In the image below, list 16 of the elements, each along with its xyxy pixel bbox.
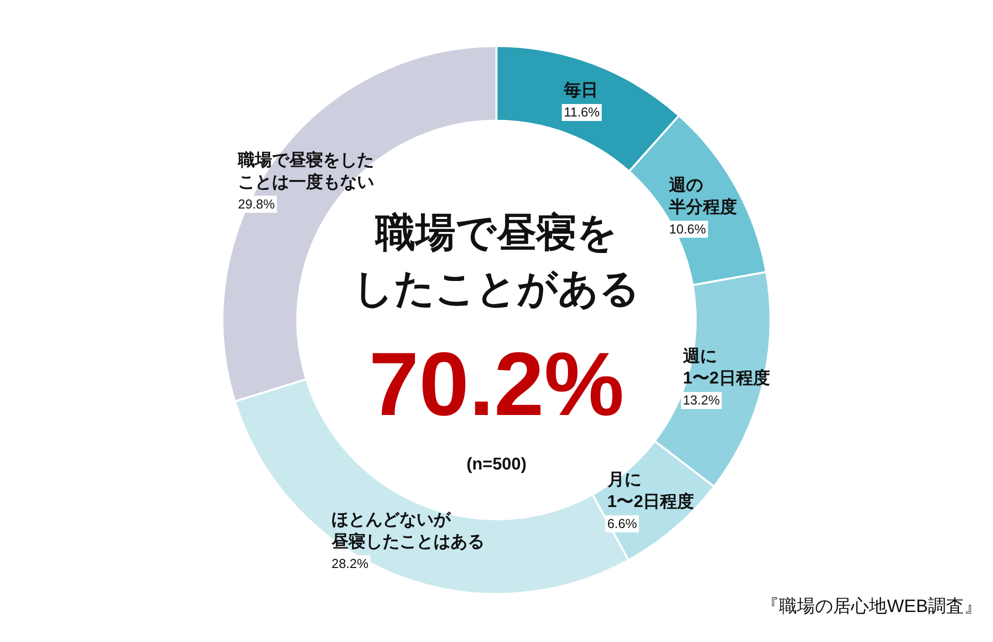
slice-label: 週に1〜2日程度 [682,346,770,388]
slice-label: 月に1〜2日程度 [606,470,694,512]
text: 職場で昼寝をしたことがある [353,211,640,312]
slice-label: 毎日 [562,80,598,100]
text: 70.2% [368,334,624,435]
text: 『職場の居心地WEB調査』 [760,596,982,616]
slice-label: ほとんどないが昼寝したことはある [330,510,485,552]
data-label: 28.2% [332,556,369,572]
data-label: 11.6% [564,104,600,120]
text: (n=500) [466,454,526,474]
slice-label: 職場で昼寝をしたことは一度もない [236,150,374,192]
data-label: 10.6% [669,221,706,236]
data-label: 29.8% [238,196,276,212]
data-label: 6.6% [607,516,638,532]
data-label: 13.2% [682,392,720,408]
slice-label: 週の半分程度 [668,175,738,216]
